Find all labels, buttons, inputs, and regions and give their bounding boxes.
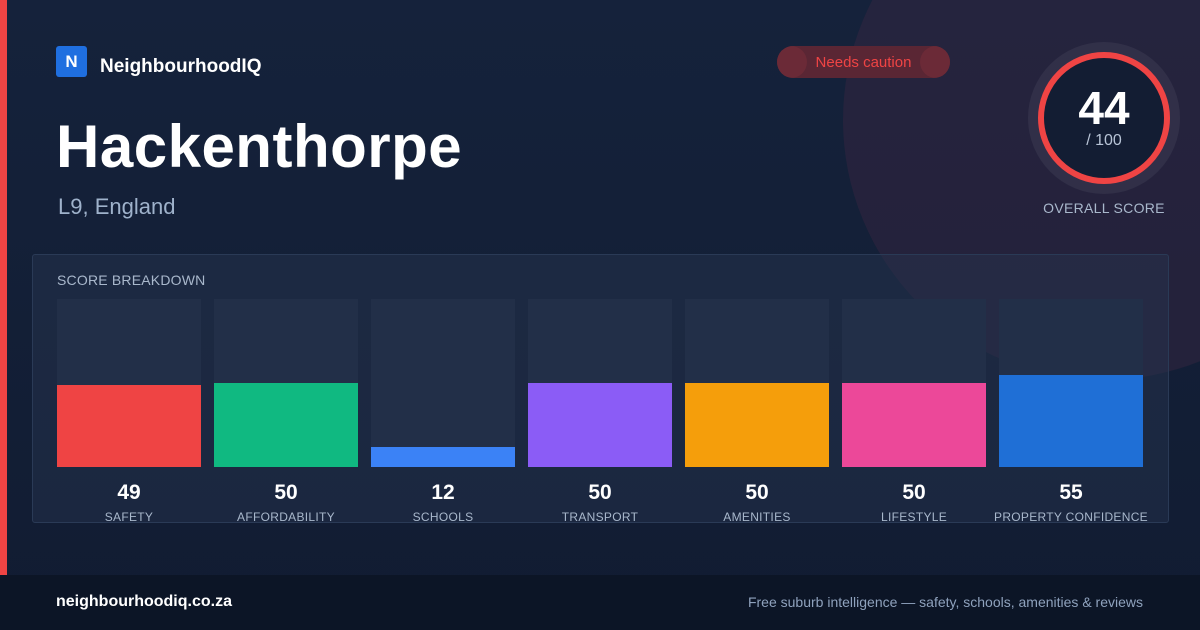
score-bar-fill xyxy=(999,374,1143,467)
footer-url: neighbourhoodiq.co.za xyxy=(56,593,232,610)
score-bars: 49 SAFETY 50 AFFORDABILITY 12 SCHOOLS 50 TRANSP… xyxy=(57,299,1148,524)
score-bar-label: TRANSPORT xyxy=(561,510,639,524)
overall-score-max: / 100 xyxy=(1086,132,1122,149)
score-bar-label: AFFORDABILITY xyxy=(237,510,335,524)
score-bar-value: 50 xyxy=(274,481,298,504)
status-badge-label: Needs caution xyxy=(815,53,912,71)
suburb-title: Hackenthorpe xyxy=(56,113,463,180)
score-breakdown-title: SCORE BREAKDOWN xyxy=(57,272,206,288)
score-bar-amenities: 50 AMENITIES xyxy=(685,299,829,524)
score-bar-safety: 49 SAFETY xyxy=(57,299,201,524)
score-bar-label: AMENITIES xyxy=(723,510,791,524)
score-bar-value: 49 xyxy=(117,481,141,504)
brand-logo-icon: N xyxy=(56,46,87,77)
score-bar-value: 12 xyxy=(431,481,455,504)
score-bar-value: 50 xyxy=(588,481,612,504)
score-bar-schools: 12 SCHOOLS xyxy=(371,299,515,524)
overall-score-value: 44 xyxy=(1078,82,1130,134)
accent-bar xyxy=(0,0,7,575)
score-bar-value: 50 xyxy=(902,481,926,504)
brand-name: NeighbourhoodIQ xyxy=(100,55,262,77)
score-bar-label: PROPERTY CONFIDENCE xyxy=(994,510,1148,524)
status-badge: Needs caution xyxy=(777,46,950,78)
score-bar-track xyxy=(57,299,201,467)
score-bar-label: SCHOOLS xyxy=(412,510,474,524)
footer-tagline: Free suburb intelligence — safety, schoo… xyxy=(747,594,1143,610)
score-bar-fill xyxy=(214,383,358,467)
score-bar-fill xyxy=(371,446,515,467)
score-bar-fill xyxy=(528,383,672,467)
score-bar-track xyxy=(999,299,1143,467)
overall-score-label: OVERALL SCORE xyxy=(1043,200,1165,216)
overall-score-ring: 44 / 100 xyxy=(1028,42,1180,194)
score-bar-label: SAFETY xyxy=(104,510,154,524)
score-bar-label: LIFESTYLE xyxy=(880,510,948,524)
score-bar-value: 55 xyxy=(1059,481,1083,504)
brand: N NeighbourhoodIQ xyxy=(56,46,261,77)
score-bar-track xyxy=(371,299,515,467)
score-breakdown-panel: SCORE BREAKDOWN 49 SAFETY 50 AFFORDABILITY 1… xyxy=(32,254,1169,524)
score-bar-track xyxy=(214,299,358,467)
overall-score-circle: 44 / 100 xyxy=(1038,52,1170,184)
suburb-location: L9, England xyxy=(58,194,176,219)
score-bar-lifestyle: 50 LIFESTYLE xyxy=(842,299,986,524)
score-bar-fill xyxy=(57,384,201,467)
score-bar-affordability: 50 AFFORDABILITY xyxy=(214,299,358,524)
score-bar-track xyxy=(685,299,829,467)
score-bar-track xyxy=(842,299,986,467)
score-bar-track xyxy=(528,299,672,467)
score-bar-fill xyxy=(685,383,829,467)
score-bar-value: 50 xyxy=(745,481,769,504)
footer: neighbourhoodiq.co.za Free suburb intell… xyxy=(0,575,1200,630)
score-bar-fill xyxy=(842,383,986,467)
score-bar-transport: 50 TRANSPORT xyxy=(528,299,672,524)
score-bar-property-confidence: 55 PROPERTY CONFIDENCE xyxy=(994,299,1148,524)
